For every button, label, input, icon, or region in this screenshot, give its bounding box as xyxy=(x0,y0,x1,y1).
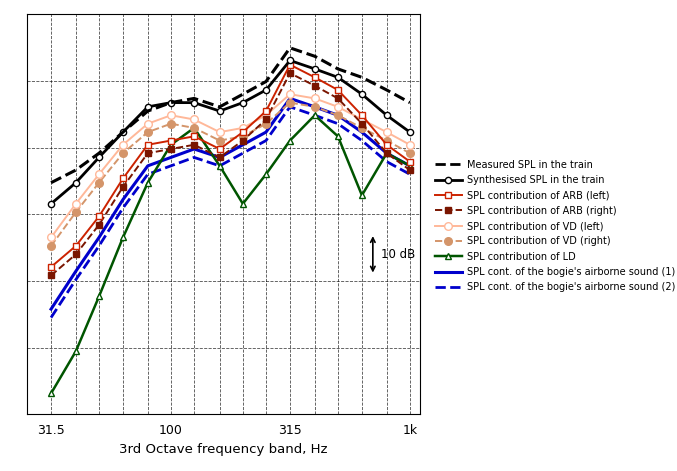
Legend: Measured SPL in the train, Synthesised SPL in the train, SPL contribution of ARB: Measured SPL in the train, Synthesised S… xyxy=(435,160,675,292)
Text: 10 dB: 10 dB xyxy=(381,248,415,261)
X-axis label: 3rd Octave frequency band, Hz: 3rd Octave frequency band, Hz xyxy=(119,443,328,456)
